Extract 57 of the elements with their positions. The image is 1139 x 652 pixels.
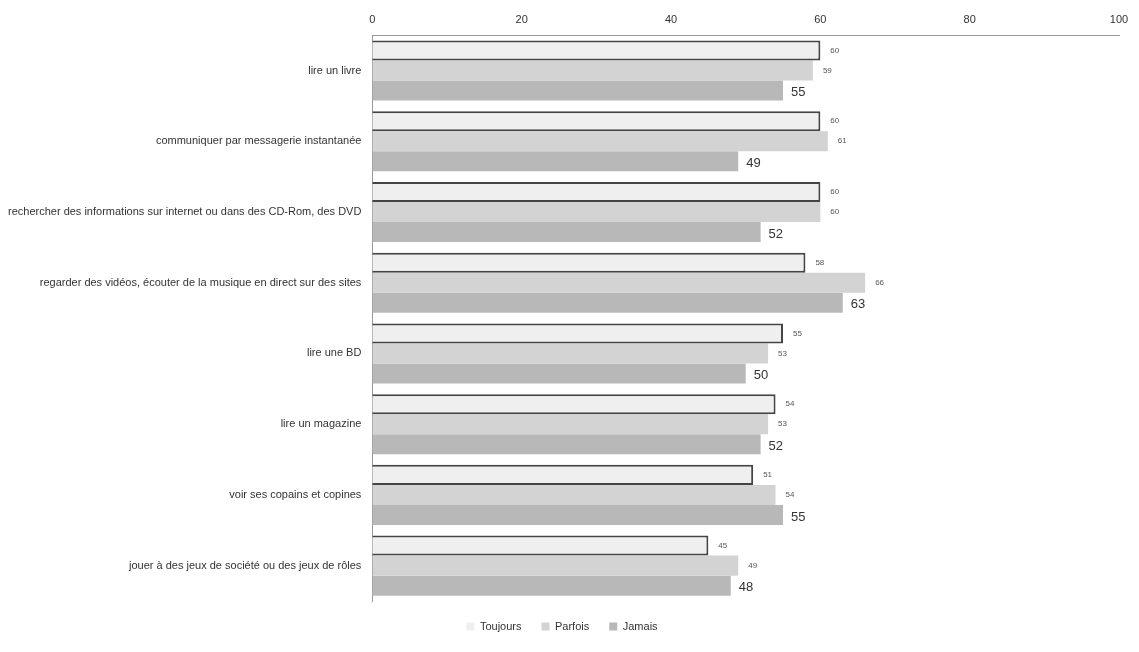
data-label: 54 [785, 399, 795, 409]
y-tick-label: voir ses copains et copines [229, 487, 362, 500]
bar [372, 363, 746, 384]
y-tick-label: communiquer par messagerie instantanée [155, 134, 362, 147]
data-label: 51 [763, 470, 773, 480]
y-tick-label: jouer à des jeux de société ou des jeux de rôles [128, 558, 362, 571]
bar [372, 272, 866, 293]
data-label: 61 [837, 136, 848, 146]
x-tick-label: 0 [369, 12, 376, 25]
data-label: 55 [793, 328, 803, 338]
x-tick-label: 40 [664, 12, 678, 25]
legend-label: Parfois [555, 619, 590, 632]
bar [372, 131, 828, 152]
data-label: 58 [815, 257, 825, 267]
data-label: 53 [778, 419, 788, 429]
data-label: 54 [785, 490, 795, 500]
bar [372, 504, 784, 525]
data-label: 66 [875, 277, 885, 287]
data-label: 45 [718, 540, 728, 550]
bar [372, 292, 843, 313]
x-tick-label: 60 [814, 12, 827, 25]
legend-label: Toujours [479, 619, 522, 632]
legend-label: Jamais [622, 619, 659, 632]
data-label: 48 [738, 579, 754, 595]
bar [372, 484, 776, 505]
y-tick-label: regarder des vidéos, écouter de la musique en direct sur des sites [39, 275, 362, 288]
data-label: 50 [753, 367, 769, 383]
bar [372, 343, 769, 364]
data-label: 59 [822, 65, 833, 75]
x-tick-label: 20 [515, 12, 528, 25]
bar [372, 555, 739, 576]
data-label: 60 [830, 45, 840, 55]
data-label: 60 [830, 207, 840, 217]
y-tick-label: lire une BD [306, 346, 362, 359]
x-tick-label: 100 [1109, 12, 1129, 25]
y-tick-label: lire un livre [308, 63, 362, 76]
bar [372, 575, 731, 596]
data-label: 55 [791, 508, 806, 524]
bar [372, 151, 739, 172]
y-tick-label: lire un magazine [280, 417, 362, 430]
data-label: 52 [768, 437, 784, 453]
x-tick-label: 80 [963, 12, 976, 25]
data-label: 49 [748, 560, 758, 570]
bar [372, 80, 784, 101]
data-label: 60 [830, 187, 840, 197]
y-tick-label: rechercher des informations sur internet ou dans des CD-Rom, des DVD [8, 205, 362, 218]
bar [372, 222, 761, 243]
bar [372, 434, 761, 455]
data-label: 53 [778, 348, 788, 358]
bar [372, 60, 813, 81]
data-label: 52 [768, 225, 784, 241]
data-label: 63 [850, 296, 866, 312]
data-label: 49 [746, 154, 761, 170]
bar [372, 414, 769, 435]
data-label: 55 [791, 84, 806, 100]
data-label: 60 [830, 116, 840, 126]
bar [372, 201, 821, 223]
